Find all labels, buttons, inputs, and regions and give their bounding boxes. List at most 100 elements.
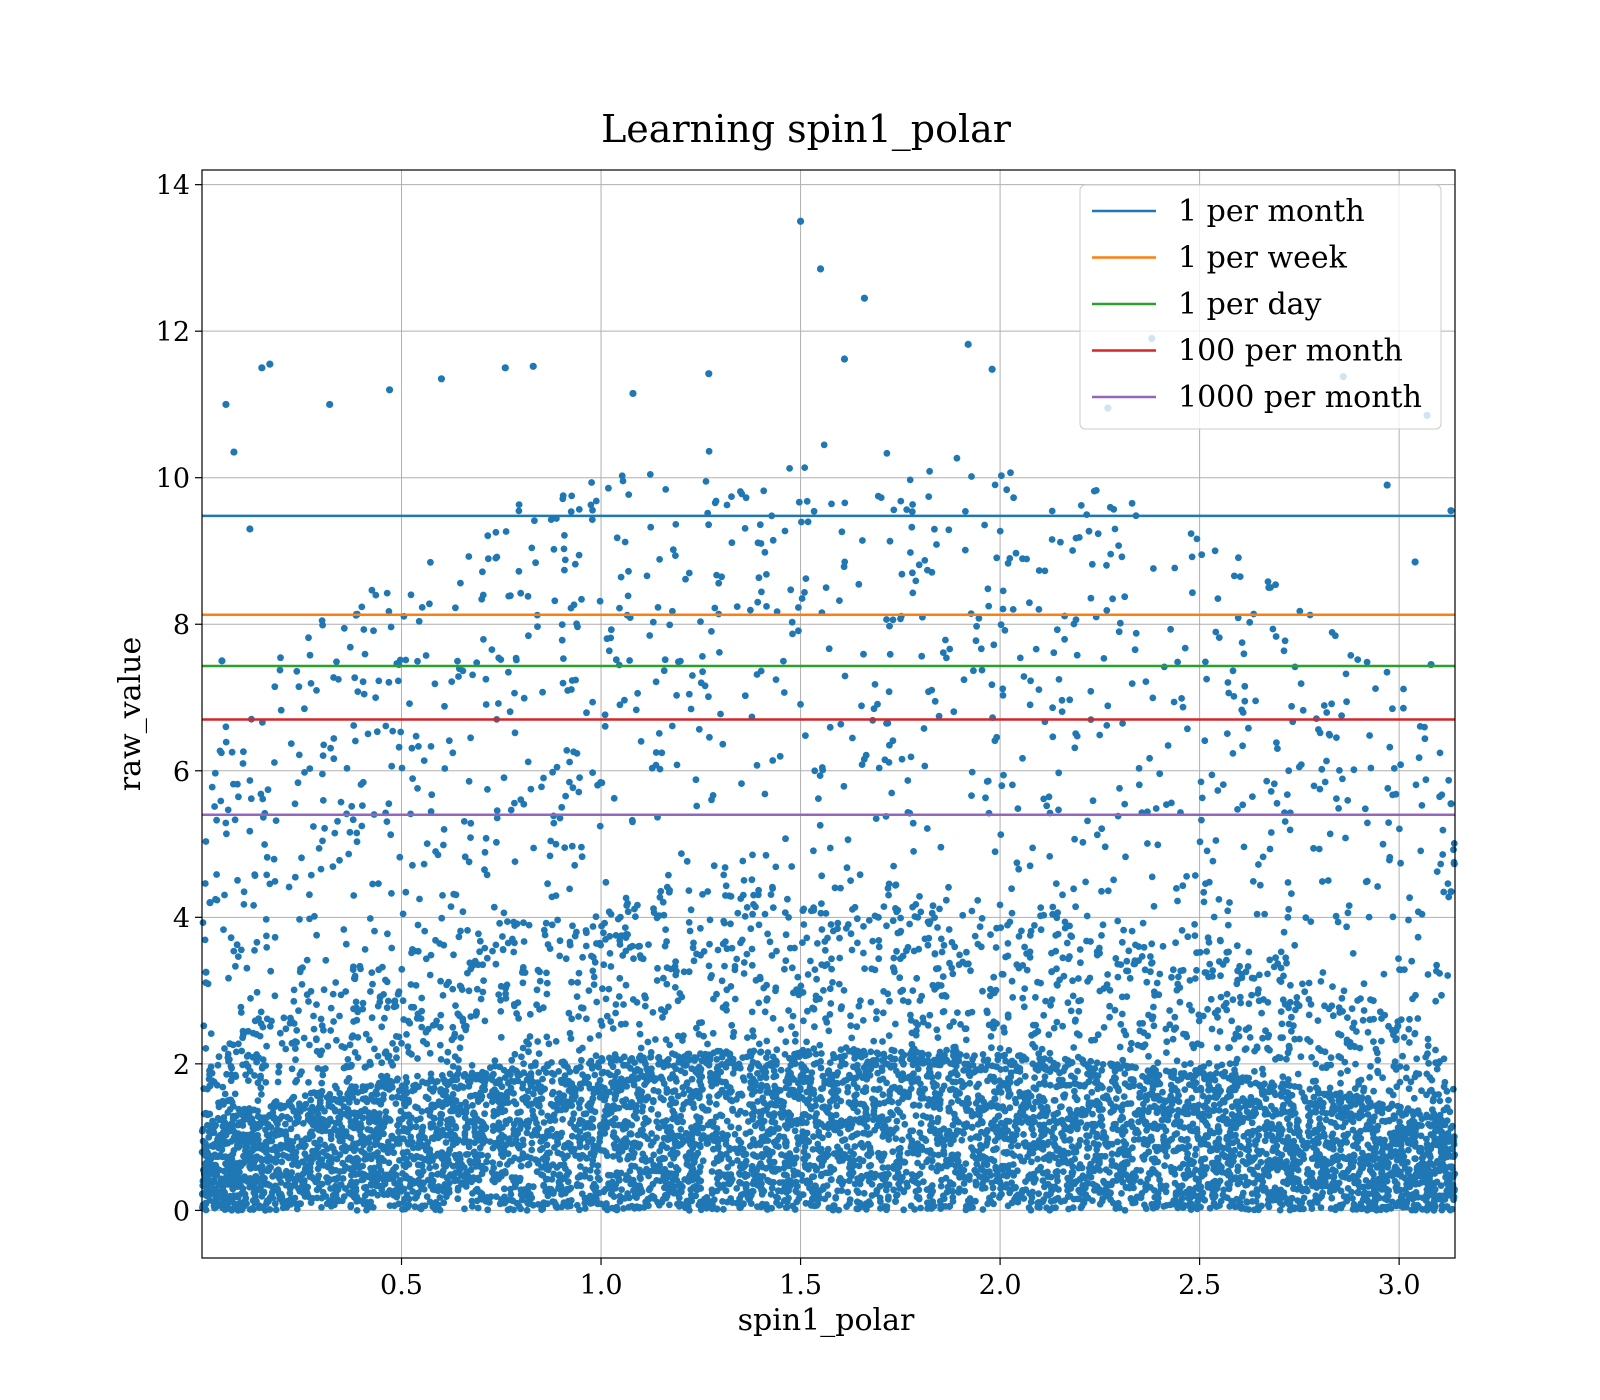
scatter-point	[851, 1116, 859, 1124]
scatter-point	[695, 1094, 703, 1102]
scatter-point	[277, 654, 284, 662]
scatter-point	[685, 919, 693, 926]
scatter-point	[295, 751, 303, 759]
scatter-point	[201, 880, 209, 887]
scatter-point	[697, 1143, 704, 1151]
scatter-point	[1234, 806, 1241, 813]
scatter-point	[1255, 1150, 1263, 1158]
scatter-point	[552, 1038, 560, 1045]
scatter-point	[794, 973, 802, 981]
scatter-point	[231, 1090, 239, 1098]
scatter-point	[845, 1177, 853, 1185]
scatter-point	[1324, 877, 1332, 884]
scatter-point	[553, 763, 561, 771]
scatter-point	[262, 1126, 269, 1134]
scatter-point	[1083, 1153, 1091, 1161]
scatter-point	[1312, 1077, 1319, 1085]
scatter-point	[1142, 678, 1150, 685]
scatter-point	[925, 493, 933, 500]
scatter-point	[258, 1091, 265, 1098]
scatter-point	[394, 1075, 401, 1083]
scatter-point	[939, 973, 947, 980]
scatter-point	[1445, 1096, 1452, 1104]
scatter-point	[1175, 973, 1182, 981]
scatter-point	[717, 710, 724, 718]
scatter-point	[768, 1184, 776, 1192]
scatter-point	[716, 649, 723, 656]
scatter-point	[558, 803, 566, 811]
scatter-point	[368, 586, 376, 594]
scatter-point	[945, 883, 952, 891]
scatter-point	[1074, 1067, 1081, 1075]
scatter-point	[519, 1136, 527, 1144]
scatter-point	[1424, 1042, 1432, 1050]
scatter-point	[507, 1191, 515, 1198]
scatter-point	[909, 569, 916, 577]
scatter-point	[441, 1090, 449, 1098]
scatter-point	[568, 1015, 576, 1023]
scatter-point	[1410, 1094, 1418, 1102]
scatter-point	[755, 886, 762, 894]
scatter-point	[710, 862, 718, 870]
scatter-point	[1344, 1014, 1351, 1021]
scatter-point	[867, 998, 875, 1006]
scatter-point	[909, 987, 917, 994]
scatter-point	[856, 871, 864, 879]
scatter-point	[1018, 927, 1025, 935]
scatter-point	[1138, 953, 1146, 960]
scatter-point	[926, 467, 933, 475]
scatter-point	[1189, 1120, 1197, 1128]
scatter-point	[904, 943, 912, 951]
scatter-point	[1360, 980, 1368, 988]
scatter-point	[1059, 954, 1067, 962]
scatter-point	[1106, 1002, 1113, 1010]
scatter-point	[601, 711, 609, 719]
scatter-point	[1278, 1020, 1286, 1028]
scatter-point	[1008, 977, 1016, 985]
scatter-point	[606, 950, 614, 957]
scatter-point	[1379, 1074, 1386, 1082]
scatter-point	[578, 843, 585, 851]
scatter-point	[572, 676, 579, 684]
scatter-point	[515, 567, 523, 575]
scatter-point	[398, 764, 406, 772]
scatter-point	[734, 909, 742, 917]
scatter-point	[1076, 946, 1084, 953]
scatter-point	[1332, 912, 1340, 920]
scatter-point	[375, 966, 383, 974]
scatter-point	[1034, 978, 1041, 986]
scatter-point	[359, 999, 367, 1007]
scatter-point	[1344, 797, 1352, 804]
scatter-point	[665, 1003, 672, 1011]
scatter-point	[1288, 890, 1295, 897]
scatter-point	[263, 1042, 270, 1050]
scatter-point	[565, 1009, 573, 1017]
scatter-point	[481, 1017, 489, 1025]
scatter-point	[520, 938, 528, 945]
scatter-point	[1043, 802, 1051, 810]
scatter-point	[904, 777, 912, 784]
scatter-point	[988, 681, 996, 689]
scatter-point	[512, 1100, 520, 1108]
scatter-point	[872, 815, 880, 822]
scatter-point	[811, 1113, 819, 1121]
scatter-point	[780, 689, 788, 696]
scatter-point	[1328, 700, 1335, 708]
scatter-point	[1116, 784, 1123, 792]
scatter-point	[362, 1030, 370, 1038]
scatter-point	[807, 957, 814, 965]
scatter-point	[685, 569, 693, 577]
scatter-point	[699, 1157, 707, 1165]
scatter-point	[973, 622, 980, 630]
scatter-point	[999, 685, 1007, 693]
scatter-point	[921, 762, 929, 770]
scatter-point	[1283, 1055, 1290, 1063]
scatter-point	[607, 634, 615, 642]
scatter-point	[1281, 637, 1289, 645]
scatter-point	[350, 722, 358, 729]
scatter-point	[657, 887, 665, 895]
scatter-point	[540, 1119, 548, 1126]
scatter-point	[497, 1008, 505, 1015]
scatter-point	[324, 1042, 332, 1050]
scatter-point	[554, 916, 561, 924]
